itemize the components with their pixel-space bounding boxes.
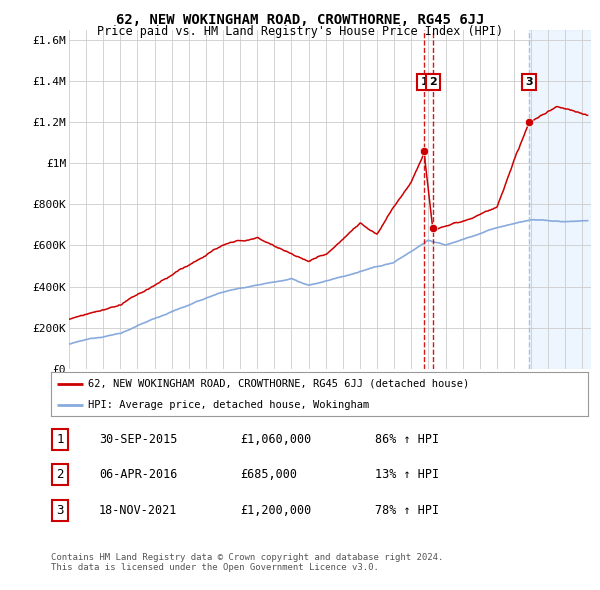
Text: 2: 2 (56, 468, 64, 481)
Text: £685,000: £685,000 (240, 468, 297, 481)
Text: £1,060,000: £1,060,000 (240, 433, 311, 446)
Text: 62, NEW WOKINGHAM ROAD, CROWTHORNE, RG45 6JJ (detached house): 62, NEW WOKINGHAM ROAD, CROWTHORNE, RG45… (88, 379, 469, 389)
Text: 3: 3 (525, 77, 533, 87)
Text: This data is licensed under the Open Government Licence v3.0.: This data is licensed under the Open Gov… (51, 563, 379, 572)
Text: HPI: Average price, detached house, Wokingham: HPI: Average price, detached house, Woki… (88, 400, 369, 410)
Text: 62, NEW WOKINGHAM ROAD, CROWTHORNE, RG45 6JJ: 62, NEW WOKINGHAM ROAD, CROWTHORNE, RG45… (116, 13, 484, 27)
Text: Contains HM Land Registry data © Crown copyright and database right 2024.: Contains HM Land Registry data © Crown c… (51, 553, 443, 562)
Text: 1: 1 (420, 77, 428, 87)
Text: 06-APR-2016: 06-APR-2016 (99, 468, 178, 481)
Text: £1,200,000: £1,200,000 (240, 504, 311, 517)
Bar (529, 30, 591, 369)
Text: 30-SEP-2015: 30-SEP-2015 (99, 433, 178, 446)
Text: 18-NOV-2021: 18-NOV-2021 (99, 504, 178, 517)
Text: 3: 3 (56, 504, 64, 517)
Text: 78% ↑ HPI: 78% ↑ HPI (375, 504, 439, 517)
Text: 1: 1 (56, 433, 64, 446)
Text: 86% ↑ HPI: 86% ↑ HPI (375, 433, 439, 446)
Text: 13% ↑ HPI: 13% ↑ HPI (375, 468, 439, 481)
Text: 2: 2 (429, 77, 437, 87)
Text: Price paid vs. HM Land Registry's House Price Index (HPI): Price paid vs. HM Land Registry's House … (97, 25, 503, 38)
